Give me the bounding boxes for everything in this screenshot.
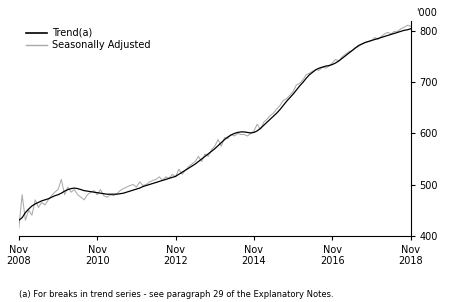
Text: (a) For breaks in trend series - see paragraph 29 of the Explanatory Notes.: (a) For breaks in trend series - see par…: [19, 290, 334, 299]
Legend: Trend(a), Seasonally Adjusted: Trend(a), Seasonally Adjusted: [24, 26, 152, 52]
Text: '000: '000: [416, 8, 437, 18]
